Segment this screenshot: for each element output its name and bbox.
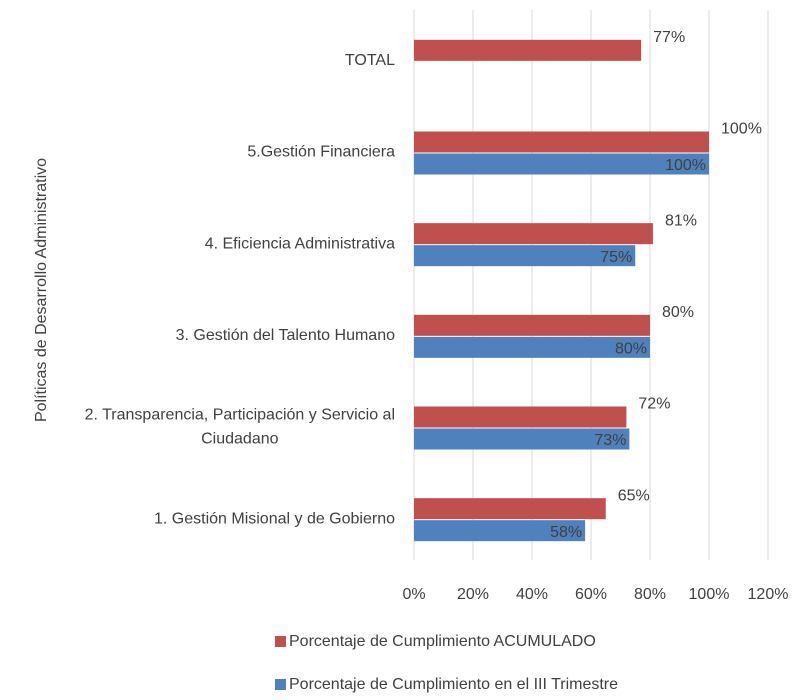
data-label: 75% — [600, 249, 632, 266]
y-tick-label: TOTAL — [345, 52, 395, 69]
bar — [414, 336, 650, 358]
bar — [414, 131, 709, 153]
bar — [414, 153, 709, 175]
x-tick-label: 120% — [748, 586, 789, 603]
data-label: 100% — [665, 157, 706, 174]
bar — [414, 428, 630, 450]
data-label: 81% — [665, 212, 697, 229]
y-tick-label: 1. Gestión Misional y de Gobierno — [154, 510, 395, 527]
data-label: 77% — [653, 29, 685, 46]
x-tick-label: 40% — [516, 586, 548, 603]
legend-swatch — [275, 636, 286, 647]
x-tick-label: 80% — [634, 586, 666, 603]
x-tick-label: 100% — [689, 586, 730, 603]
bar — [414, 406, 627, 428]
bar — [414, 520, 586, 542]
y-tick-label: 4. Eficiencia Administrativa — [205, 235, 395, 252]
bar — [414, 245, 636, 267]
x-tick-label: 60% — [575, 586, 607, 603]
data-label: 80% — [662, 304, 694, 321]
bar — [414, 223, 653, 245]
data-label: 58% — [550, 524, 582, 541]
y-axis-title: Políticas de Desarrollo Administrativo — [33, 158, 50, 422]
legend-swatch — [275, 679, 286, 690]
x-tick-label: 0% — [402, 586, 425, 603]
data-label: 73% — [594, 432, 626, 449]
bar — [414, 39, 642, 61]
bar — [414, 314, 650, 336]
data-label: 65% — [618, 487, 650, 504]
bar — [414, 498, 606, 520]
x-tick-label: 20% — [457, 586, 489, 603]
y-tick-label: 2. Transparencia, Participación y Servic… — [85, 407, 395, 448]
data-label: 80% — [615, 341, 647, 358]
y-tick-label: 3. Gestión del Talento Humano — [176, 327, 396, 344]
data-label: 72% — [638, 396, 670, 413]
y-tick-label: 5.Gestión Financiera — [247, 144, 395, 161]
data-label: 100% — [721, 121, 762, 138]
legend-label: Porcentaje de Cumplimiento en el III Tri… — [289, 676, 618, 693]
legend-label: Porcentaje de Cumplimiento ACUMULADO — [289, 633, 596, 650]
